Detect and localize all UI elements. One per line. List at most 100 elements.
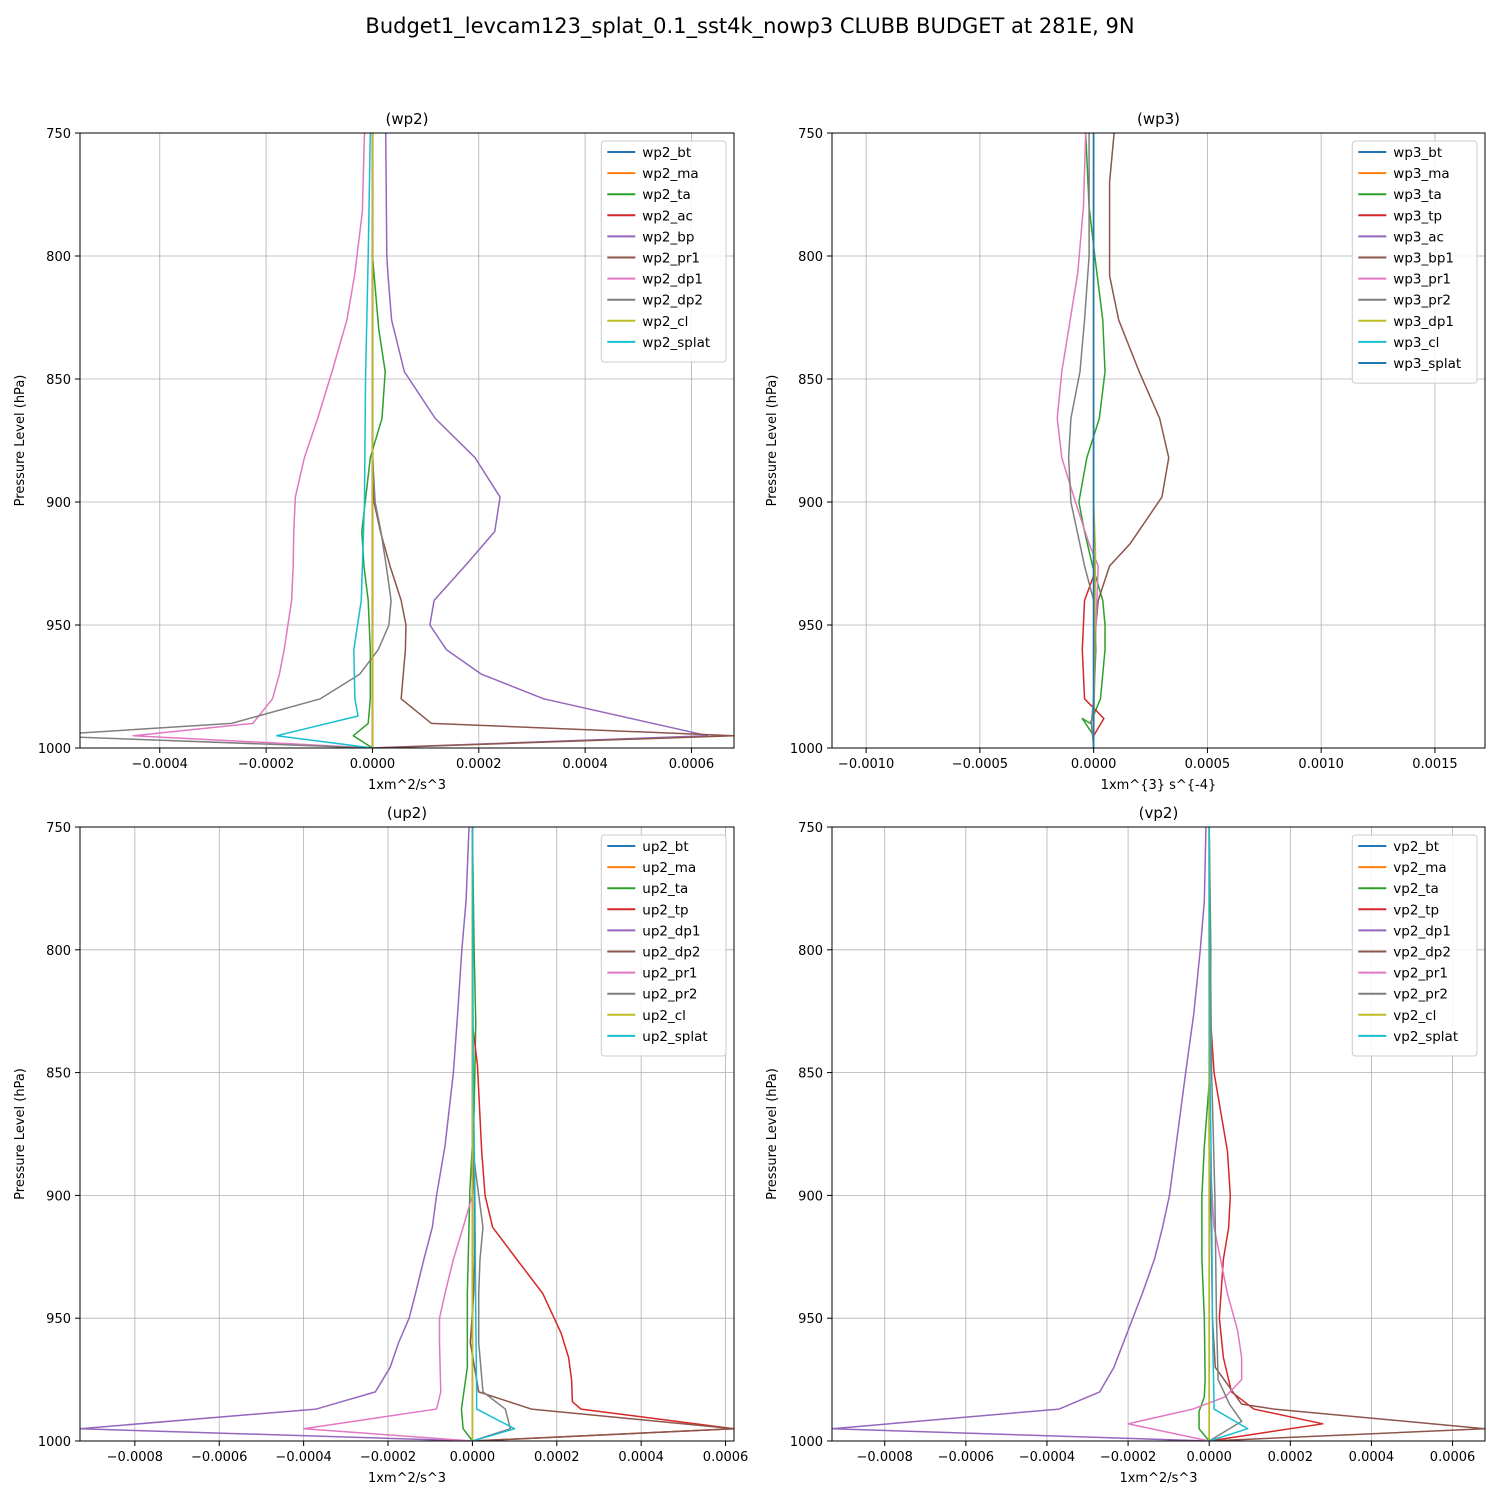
x-tick-label: 0.0004 — [618, 1450, 664, 1465]
legend-entry: wp2_ac — [642, 208, 693, 224]
legend-entry: up2_cl — [642, 1008, 686, 1024]
legend: up2_bt up2_ma up2_ta up2_tp up2_dp1 up2_dp2up… — [600, 834, 727, 1057]
y-tick-label: 800 — [798, 250, 823, 265]
series-line-wp2_dp2 — [80, 133, 392, 748]
legend-box — [600, 834, 727, 1057]
y-tick-label: 950 — [46, 619, 71, 634]
y-tick-label: 1000 — [790, 1435, 823, 1450]
y-tick-label: 1000 — [38, 1435, 71, 1450]
x-tick-label: 0.0000 — [350, 757, 396, 772]
series-line-up2_tp — [471, 827, 734, 1441]
legend-entry: up2_dp1 — [642, 923, 700, 939]
x-tick-label: 0.0000 — [1071, 757, 1117, 772]
x-tick-label: −0.0004 — [1019, 1450, 1075, 1465]
series-line-up2_splat — [471, 827, 516, 1441]
plot-frame — [79, 132, 735, 749]
legend-entry: wp3_cl — [1393, 335, 1439, 351]
y-tick-label: 800 — [46, 250, 71, 265]
legend-entry: wp3_pr2 — [1393, 293, 1451, 309]
series-line-up2_pr1 — [302, 827, 474, 1441]
series-group — [80, 133, 734, 748]
x-tick-label: −0.0006 — [191, 1450, 247, 1465]
y-tick-label: 850 — [798, 373, 823, 388]
legend-entry: wp2_dp2 — [642, 293, 703, 309]
x-tick-label: 0.0000 — [1186, 1450, 1232, 1465]
series-line-wp3_ta — [1078, 133, 1106, 748]
x-tick-label: −0.0002 — [238, 757, 294, 772]
chart-panel-4: −0.0008 −0.0006 −0.0004 −0.0002 0.0000 0.0002… — [765, 804, 1486, 1486]
x-tick-label: −0.0008 — [857, 1450, 913, 1465]
legend-entry: wp3_tp — [1393, 208, 1442, 224]
legend-entry: vp2_pr1 — [1393, 966, 1448, 982]
legend-entry: wp3_ac — [1393, 229, 1444, 245]
y-tick-label: 900 — [46, 1189, 71, 1204]
x-tick-label: 0.0006 — [669, 757, 715, 772]
x-tick-label: −0.0010 — [838, 757, 894, 772]
x-tick-label: −0.0006 — [938, 1450, 994, 1465]
series-line-vp2_dp1 — [832, 827, 1210, 1441]
legend-entry: vp2_cl — [1393, 1008, 1436, 1024]
legend-entry: up2_pr2 — [642, 987, 697, 1003]
x-tick-label: −0.0004 — [132, 757, 188, 772]
y-tick-label: 900 — [798, 496, 823, 511]
legend-entry: up2_tp — [642, 902, 688, 918]
series-line-vp2_pr1 — [1127, 827, 1243, 1441]
legend-entry: wp2_dp1 — [642, 272, 703, 288]
x-tick-label: 0.0002 — [1268, 1450, 1314, 1465]
y-axis-label: Pressure Level (hPa) — [13, 1068, 28, 1200]
y-tick-label: 850 — [798, 1067, 823, 1082]
x-tick-label: 0.0004 — [1349, 1450, 1395, 1465]
legend-entry: vp2_bt — [1393, 839, 1439, 855]
x-tick-label: 0.0002 — [534, 1450, 580, 1465]
legend-entry: wp2_pr1 — [642, 251, 700, 267]
legend-entry: up2_pr1 — [642, 966, 697, 982]
legend: wp2_bt wp2_ma wp2_ta wp2_ac wp2_bp wp2_pr1 wp2… — [600, 140, 727, 363]
chart-panel-1: −0.0004 −0.0002 0.0000 0.0002 0.0004 0.0006 75… — [13, 110, 735, 793]
series-line-vp2_pr2 — [1208, 827, 1243, 1441]
legend-entry: up2_ta — [642, 881, 688, 897]
y-tick-label: 850 — [46, 1067, 71, 1082]
legend-entry: vp2_dp1 — [1393, 923, 1451, 939]
y-axis-label: Pressure Level (hPa) — [765, 1068, 780, 1200]
y-tick-label: 750 — [798, 127, 823, 142]
y-axis-label: Pressure Level (hPa) — [765, 375, 780, 507]
series-group — [832, 827, 1485, 1441]
x-tick-label: 0.0005 — [1185, 757, 1231, 772]
legend-entry: wp2_cl — [642, 314, 688, 330]
x-tick-label: 0.0004 — [562, 757, 608, 772]
legend-entry: wp2_bt — [642, 145, 691, 161]
y-tick-label: 850 — [46, 373, 71, 388]
legend-entry: vp2_ta — [1393, 881, 1438, 897]
legend-entry: vp2_dp2 — [1393, 945, 1451, 961]
plot-frame — [831, 132, 1486, 749]
y-tick-label: 750 — [46, 821, 71, 836]
legend-entry: wp2_splat — [642, 335, 710, 351]
legend-box — [600, 140, 727, 363]
figure-title: Budget1_levcam123_splat_0.1_sst4k_nowp3 … — [365, 14, 1135, 38]
x-tick-label: 0.0002 — [456, 757, 502, 772]
legend-entry: up2_dp2 — [642, 945, 700, 961]
x-tick-label: −0.0004 — [275, 1450, 331, 1465]
y-tick-label: 900 — [798, 1189, 823, 1204]
y-axis-label: Pressure Level (hPa) — [13, 375, 28, 507]
x-axis-label: 1xm^2/s^3 — [368, 778, 446, 793]
chart-title: (up2) — [387, 804, 427, 822]
x-tick-label: 0.0000 — [450, 1450, 496, 1465]
y-tick-label: 1000 — [790, 742, 823, 757]
chart-panel-2: −0.0010 −0.0005 0.0000 0.0005 0.0010 0.0015 75… — [765, 110, 1486, 793]
y-tick-label: 750 — [798, 821, 823, 836]
plot-frame — [831, 826, 1486, 1442]
series-line-wp2_pr1 — [371, 133, 734, 748]
legend-box — [1351, 140, 1478, 384]
legend-entry: wp3_bt — [1393, 145, 1442, 161]
legend-entry: vp2_tp — [1393, 902, 1439, 918]
x-tick-label: 0.0006 — [703, 1450, 749, 1465]
legend-entry: wp3_dp1 — [1393, 314, 1454, 330]
x-tick-label: −0.0002 — [1100, 1450, 1156, 1465]
x-axis-label: 1xm^2/s^3 — [1119, 1471, 1197, 1486]
legend-entry: vp2_pr2 — [1393, 987, 1448, 1003]
legend-entry: wp3_splat — [1393, 356, 1461, 372]
y-tick-label: 950 — [798, 1312, 823, 1327]
legend-entry: wp3_pr1 — [1393, 272, 1451, 288]
